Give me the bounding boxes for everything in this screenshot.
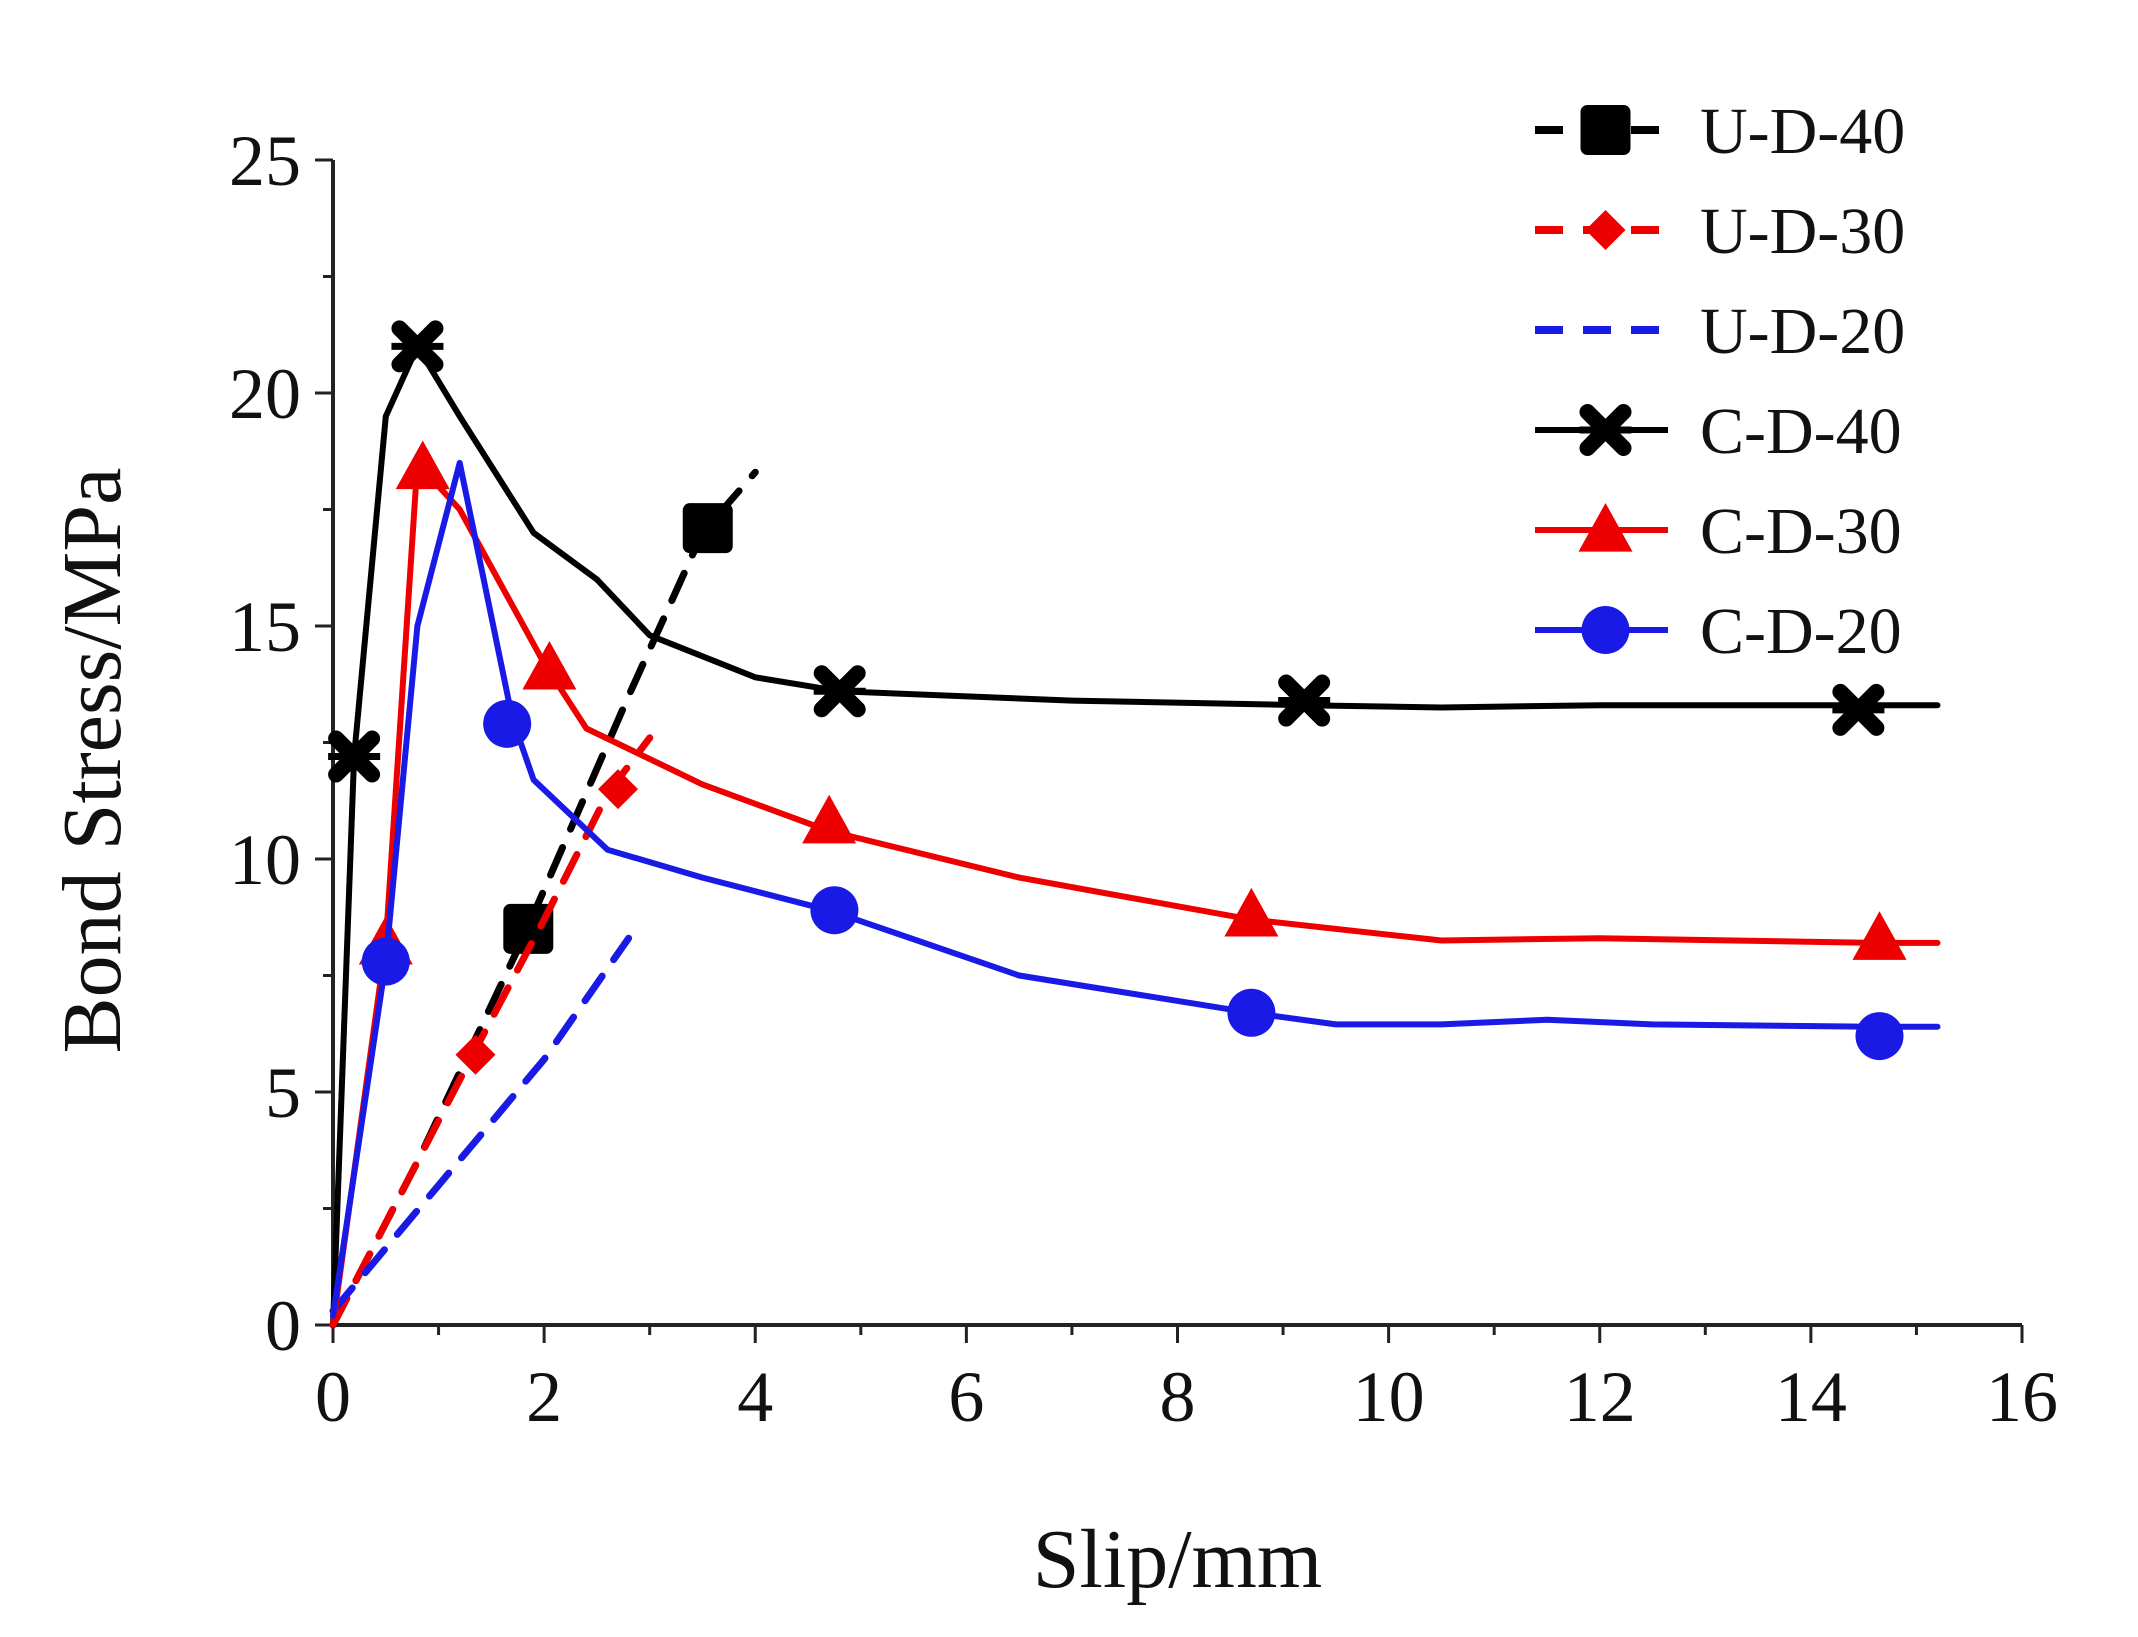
data-point-c-d-20 — [1227, 988, 1276, 1037]
series-line-c-d-40 — [330, 343, 1941, 1328]
series-c-d-40 — [328, 320, 1941, 1328]
legend-item-u-d-20: U-D-20 — [1535, 295, 1905, 368]
legend-marker — [1581, 606, 1630, 654]
y-tick-label: 25 — [229, 121, 301, 201]
legend-label: U-D-20 — [1700, 295, 1905, 368]
axes: 0 2 4 6 8 10 12 14 16 0 5 10 15 20 25 — [229, 121, 2058, 1437]
series-line-u-d-30 — [329, 734, 654, 1329]
legend-marker — [1585, 210, 1626, 250]
data-point-u-d-40 — [503, 903, 554, 954]
data-point-c-d-20 — [483, 699, 532, 748]
legend-item-c-d-20: C-D-20 — [1535, 595, 1902, 668]
legend-item-c-d-40: C-D-40 — [1535, 395, 1902, 468]
data-point-c-d-30 — [1224, 887, 1279, 937]
y-tick-label: 20 — [229, 354, 301, 434]
data-point-c-d-30 — [395, 440, 450, 490]
series-line-c-d-30 — [330, 459, 1941, 1328]
x-tick-label: 14 — [1775, 1357, 1847, 1437]
legend-label: U-D-40 — [1700, 95, 1905, 168]
x-tick-label: 16 — [1986, 1357, 2058, 1437]
legend-label: C-D-30 — [1700, 495, 1902, 568]
legend-marker — [1580, 105, 1631, 155]
data-point-u-d-30 — [455, 1034, 496, 1075]
legend-label: U-D-30 — [1700, 195, 1905, 268]
data-point-c-d-40 — [328, 730, 381, 783]
legend-item-u-d-40: U-D-40 — [1535, 95, 1905, 168]
data-point-c-d-30 — [522, 640, 577, 690]
series-u-d-30 — [329, 734, 654, 1329]
data-point-c-d-40 — [391, 320, 444, 373]
x-tick-label: 2 — [526, 1357, 562, 1437]
data-point-c-d-40 — [1832, 683, 1885, 736]
series-line-c-d-20 — [330, 459, 1941, 1319]
legend-marker — [1579, 404, 1632, 456]
series-c-d-30 — [330, 440, 1941, 1328]
data-point-c-d-20 — [810, 886, 859, 935]
legend-item-c-d-30: C-D-30 — [1535, 495, 1902, 568]
legend: U-D-40 U-D-30 U-D-20 C-D-40 C-D-30 C-D-20 — [1535, 95, 1905, 668]
x-tick-label: 0 — [315, 1357, 351, 1437]
y-tick-label: 5 — [265, 1053, 301, 1133]
data-point-c-d-30 — [1852, 911, 1907, 960]
series-u-d-20 — [329, 934, 633, 1315]
series-u-d-40 — [329, 468, 759, 1329]
x-axis-title: Slip/mm — [1033, 1513, 1322, 1606]
series-line-u-d-20 — [329, 934, 633, 1315]
x-tick-label: 12 — [1564, 1357, 1636, 1437]
data-point-c-d-20 — [1855, 1012, 1904, 1061]
legend-marker — [1578, 503, 1633, 552]
series-group — [328, 320, 1941, 1329]
x-tick-label: 6 — [948, 1357, 984, 1437]
data-point-c-d-20 — [361, 937, 410, 986]
data-point-u-d-30 — [598, 769, 639, 810]
legend-label: C-D-40 — [1700, 395, 1902, 468]
data-point-c-d-40 — [1278, 674, 1331, 727]
data-point-c-d-40 — [813, 665, 866, 718]
legend-item-u-d-30: U-D-30 — [1535, 195, 1905, 268]
legend-label: C-D-20 — [1700, 595, 1902, 668]
y-tick-label: 15 — [229, 587, 301, 667]
x-tick-label: 10 — [1353, 1357, 1425, 1437]
series-c-d-20 — [330, 459, 1941, 1319]
y-axis-title: Bond Stress/MPa — [46, 468, 139, 1054]
series-line-u-d-40 — [329, 468, 759, 1329]
x-tick-label: 8 — [1160, 1357, 1196, 1437]
y-tick-label: 0 — [265, 1286, 301, 1366]
data-point-u-d-40 — [682, 503, 733, 554]
x-tick-label: 4 — [737, 1357, 773, 1437]
y-tick-label: 10 — [229, 820, 301, 900]
data-point-c-d-30 — [802, 794, 857, 844]
